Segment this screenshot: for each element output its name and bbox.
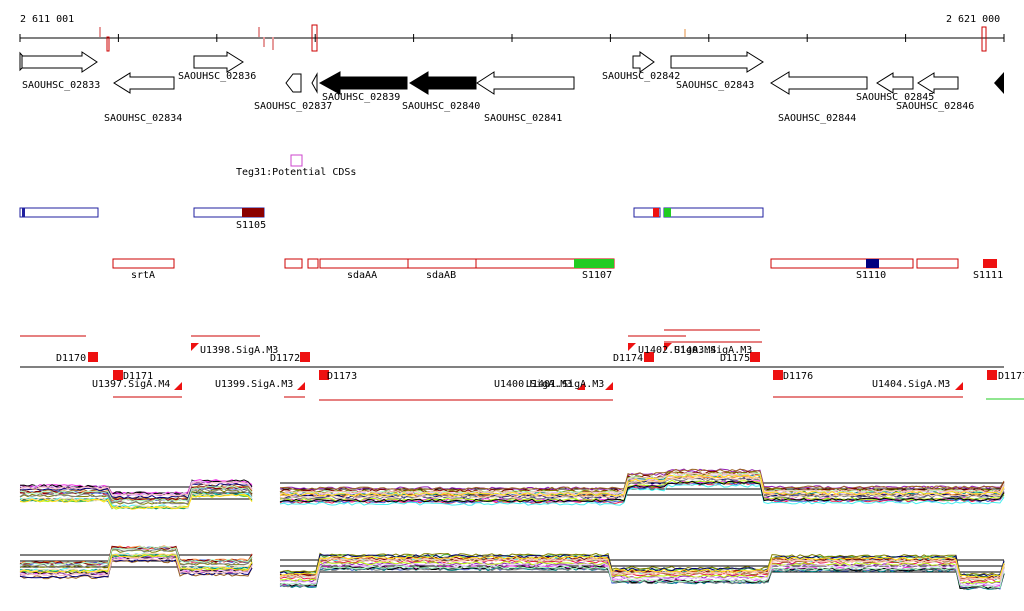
start-coordinate: 2 611 001 [20,14,74,25]
u-label: U1402.SigA.M4 [638,345,716,356]
gene-arrow[interactable] [632,51,655,73]
segment-block[interactable] [866,259,879,268]
gene-arrow[interactable] [318,71,408,95]
d-label: D1171 [123,371,153,382]
gene-label: SAOUHSC_02840 [402,101,480,112]
gene-arrow[interactable] [917,72,959,94]
expression-panels [19,468,1005,591]
gene-arrow[interactable] [113,72,175,94]
u-label: U1404.SigA.M3 [872,379,950,390]
expression-panel [279,468,1005,506]
segment-block[interactable] [983,259,997,268]
gene-arrow[interactable] [285,72,318,94]
d-label: D1176 [783,371,813,382]
d-label: D1173 [327,371,357,382]
gene-label: SAOUHSC_02845 [856,92,934,103]
gene-arrow[interactable] [409,71,477,95]
s-label: S1111 [973,270,1003,281]
gene-arrow[interactable] [193,51,244,73]
gene-label: SAOUHSC_02836 [178,71,256,82]
potential-cds-track: Teg31:Potential CDSs [236,154,356,178]
gene-label: SAOUHSC_02834 [104,113,182,124]
gene-label: SAOUHSC_02837 [254,101,332,112]
potential-cds-box[interactable] [290,154,303,167]
gene-label: SAOUHSC_02846 [896,101,974,112]
d-label: D1172 [270,353,300,364]
gene-name: sdaAB [426,270,456,281]
blue-feature-track: S1105 [19,207,764,231]
u-label: U1403.SigA.M3 [674,345,752,356]
coordinate-ruler: 2 611 001 2 621 000 [19,14,1005,52]
gene-label: SAOUHSC_02844 [778,113,856,124]
gene-label: SAOUHSC_02833 [22,80,100,91]
expression-panel [279,552,1005,591]
gene-arrow[interactable] [770,71,868,95]
s-label: S1107 [582,270,612,281]
d-label: D1174 [613,353,643,364]
promoter-track: D1170 D1171 D1172 D1173 D1174 D1175 D117… [20,329,1024,401]
expression-panel [19,545,253,580]
u-label: U1399.SigA.M3 [215,379,293,390]
segment-block[interactable] [242,208,264,217]
gene-name: srtA [131,270,155,281]
d-label: D1177 [998,371,1024,382]
u-label: U1401.SigA.M3 [526,379,604,390]
segment-block[interactable] [574,259,614,268]
end-coordinate: 2 621 000 [946,14,1000,25]
gene-arrow-edge[interactable] [994,72,1004,94]
d-label: D1170 [56,353,86,364]
gene-label: SAOUHSC_02843 [676,80,754,91]
u-label: U1397.SigA.M4 [92,379,170,390]
gene-label: SAOUHSC_02842 [602,71,680,82]
gene-track: SAOUHSC_02833 SAOUHSC_02834 SAOUHSC_0283… [19,51,1004,124]
gene-label: SAOUHSC_02839 [322,92,400,103]
gene-arrow[interactable] [476,71,575,95]
gene-name: sdaAA [347,270,377,281]
gene-arrow[interactable] [876,72,914,94]
d-label: D1175 [720,353,750,364]
potential-cds-label: Teg31:Potential CDSs [236,167,356,178]
expression-panel [19,479,253,510]
red-feature-track: srtA sdaAA sdaAB S1107 S1110 S1111 [112,258,1003,281]
s-label: S1105 [236,220,266,231]
u-label: U1398.SigA.M3 [200,345,278,356]
gene-label: SAOUHSC_02841 [484,113,562,124]
s-label: S1110 [856,270,886,281]
gene-arrow[interactable] [19,51,98,73]
u-label: U1400.SigA.M3 [494,379,572,390]
gene-arrow[interactable] [670,51,764,73]
